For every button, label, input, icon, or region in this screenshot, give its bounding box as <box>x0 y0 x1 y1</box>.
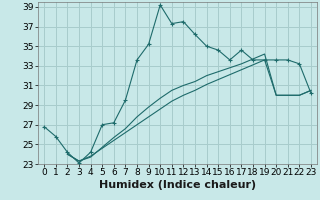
X-axis label: Humidex (Indice chaleur): Humidex (Indice chaleur) <box>99 180 256 190</box>
